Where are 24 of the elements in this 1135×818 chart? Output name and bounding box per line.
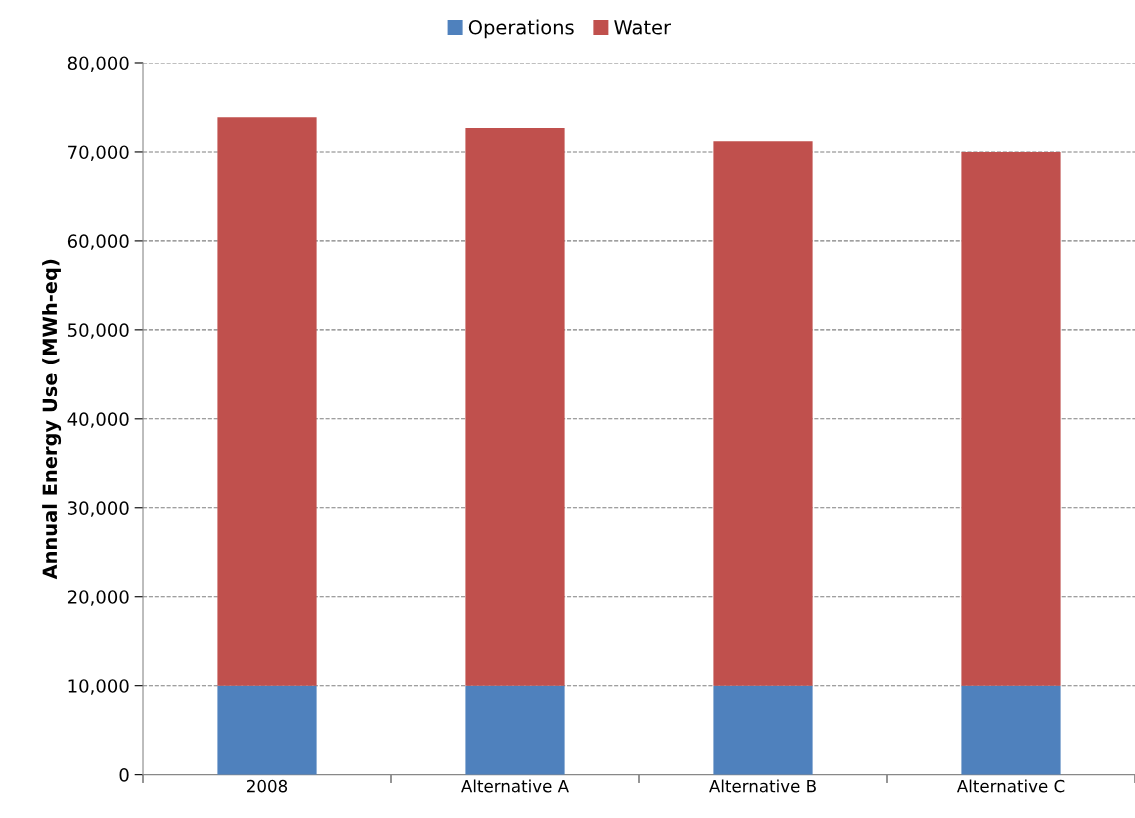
y-tick-label: 40,000 xyxy=(67,412,129,428)
bar xyxy=(217,685,317,775)
x-tick-label: Alternative C xyxy=(956,779,1065,793)
y-tick-label: 60,000 xyxy=(67,234,129,250)
bar xyxy=(961,685,1061,775)
y-tick-label: 30,000 xyxy=(68,501,129,517)
legend-label: Water xyxy=(614,20,671,35)
bar xyxy=(713,141,813,686)
bar xyxy=(713,685,813,775)
y-tick-label: 70,000 xyxy=(68,145,129,161)
bar xyxy=(961,151,1061,686)
bar xyxy=(217,117,317,686)
x-tick-label: Alternative A xyxy=(461,779,569,793)
y-tick-label: 80,000 xyxy=(67,56,129,72)
bar xyxy=(465,685,565,775)
y-tick-label: 20,000 xyxy=(67,590,129,606)
y-axis-title: Annual Energy Use (MWh-eq) xyxy=(42,259,62,580)
bar xyxy=(465,127,565,686)
x-tick-label: 2008 xyxy=(247,779,288,793)
y-tick-label: 10,000 xyxy=(68,679,129,695)
x-tick-label: Alternative B xyxy=(709,779,816,793)
y-tick-label: 0 xyxy=(119,768,129,782)
legend-label: Operations xyxy=(468,19,574,39)
y-tick-label: 50,000 xyxy=(68,323,129,339)
